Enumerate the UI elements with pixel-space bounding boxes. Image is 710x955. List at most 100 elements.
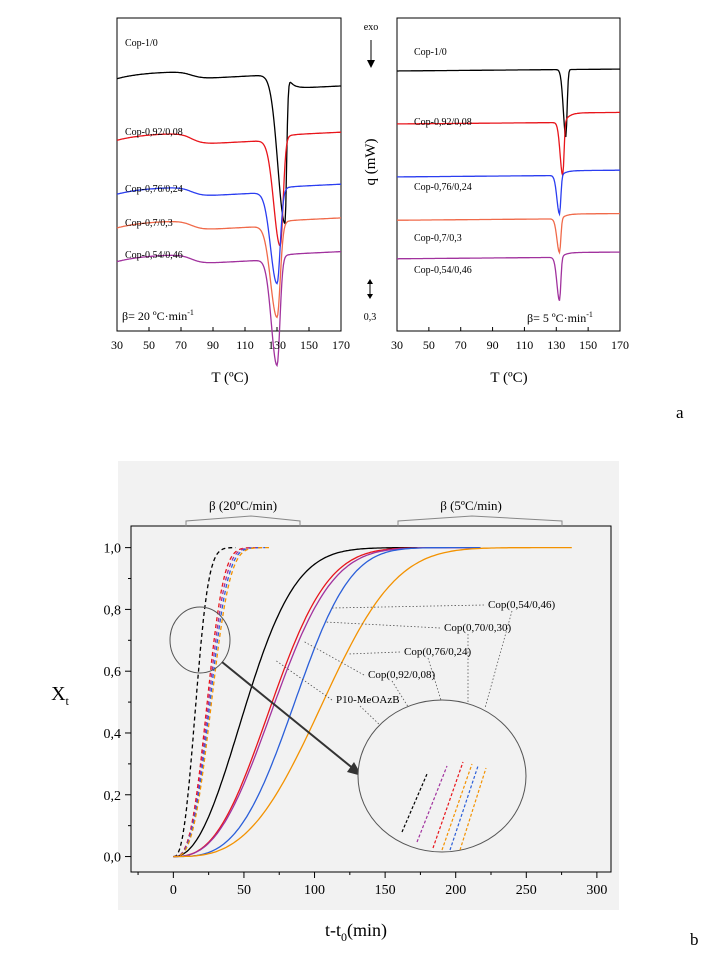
panel-a-center: exo q (mW) 0,3 [363, 22, 379, 323]
panel-a-right-annotation: β= 5 ºC·min-1 [527, 310, 593, 325]
exo-label: exo [364, 22, 378, 33]
annotation-leader [302, 640, 365, 676]
x-tick-label: 170 [611, 338, 629, 352]
y-tick-label: 0,0 [104, 851, 122, 866]
panel-b: 0 50 100 150 200 250 300 0,0 0,2 0,4 0,6 0,8 1,0 β (… [51, 461, 619, 944]
annotation-leader [331, 604, 485, 609]
y-tick-label: 0,6 [104, 665, 122, 680]
annotation-cop-0-54-0-46: Cop(0,54/0,46) [488, 599, 556, 611]
xt-curve-5c-cop-0-70-0-30 [173, 546, 481, 858]
dsc-curve-cop-0-76-0-24 [397, 169, 620, 217]
panel-b-frame [130, 525, 612, 873]
xt-curve-20c-p10-meoazb [173, 546, 236, 858]
annotation-leader [347, 651, 401, 655]
y-tick-label: 0,2 [104, 789, 122, 804]
group-brace-5c [397, 515, 563, 527]
scale-label: 0,3 [364, 312, 377, 323]
group-brace-20c [185, 515, 301, 527]
panel-b-ylabel: Xt [51, 683, 69, 708]
zoom-curve [432, 761, 464, 849]
panel-a-right-xlabel: T (ºC) [490, 370, 527, 386]
annotation-zoom-leader [427, 657, 461, 763]
dsc-curve-cop-1-0 [397, 68, 620, 138]
series-label-cop-0-7-0-3: Cop-0,7/0,3 [125, 218, 173, 229]
panel-b-background [118, 461, 619, 910]
series-label-cop-1-0: Cop-1/0 [414, 47, 447, 58]
xt-curve-5c-p10-meoazb [173, 546, 418, 858]
scale-arrow-down-icon [367, 294, 373, 299]
x-tick-label: 300 [586, 883, 607, 898]
x-tick-label: 90 [487, 338, 499, 352]
annotation-zoom-leader [484, 610, 513, 709]
x-tick-label: 100 [304, 883, 325, 898]
x-tick-label: 0 [170, 883, 177, 898]
x-tick-label: 30 [111, 338, 123, 352]
scale-arrow-up-icon [367, 279, 373, 284]
x-tick-label: 50 [423, 338, 435, 352]
series-label-cop-0-76-0-24: Cop-0,76/0,24 [414, 182, 472, 193]
x-tick-label: 150 [300, 338, 318, 352]
zoom-bubble [357, 699, 527, 853]
x-tick-label: 170 [332, 338, 350, 352]
x-tick-label: 150 [579, 338, 597, 352]
panel-a-left-annotation: β= 20 ºC·min-1 [122, 308, 194, 323]
group-label-5c: β (5ºC/min) [440, 498, 502, 513]
series-label-cop-0-92-0-08: Cop-0,92/0,08 [125, 127, 183, 138]
y-tick-label: 1,0 [104, 542, 122, 557]
dsc-curve-cop-0-92-0-08 [397, 111, 620, 176]
x-tick-label: 150 [375, 883, 396, 898]
panel-a-left: 30 50 70 90 110 130 150 170 Cop-1/0 Cop-0,92/0,0… [111, 17, 350, 386]
panel-a-ylabel: q (mW) [363, 138, 379, 185]
y-tick-label: 0,4 [104, 727, 122, 742]
x-tick-label: 30 [391, 338, 403, 352]
x-tick-label: 70 [455, 338, 467, 352]
zoom-curve [401, 773, 428, 833]
x-tick-label: 110 [516, 338, 534, 352]
x-tick-label: 130 [547, 338, 565, 352]
panel-a-right: 30 50 70 90 110 130 150 170 Cop-1/0 Cop-0,92/0,0… [391, 17, 629, 386]
dsc-curve-cop-0-7-0-3 [116, 217, 341, 319]
zoom-curve [416, 765, 448, 843]
x-tick-label: 110 [236, 338, 254, 352]
annotation-cop-0-92-0-08: Cop(0,92/0,08) [368, 669, 436, 681]
zoom-arrow [221, 661, 356, 771]
dsc-curve-cop-0-7-0-3 [397, 212, 620, 255]
panel-b-xlabel: t-t0(min) [325, 920, 387, 944]
x-tick-label: 250 [516, 883, 537, 898]
series-label-cop-0-54-0-46: Cop-0,54/0,46 [125, 250, 183, 261]
series-label-cop-1-0: Cop-1/0 [125, 38, 158, 49]
zoom-curve [459, 767, 487, 851]
series-label-cop-0-7-0-3: Cop-0,7/0,3 [414, 233, 462, 244]
series-label-cop-0-54-0-46: Cop-0,54/0,46 [414, 265, 472, 276]
series-label-cop-0-92-0-08: Cop-0,92/0,08 [414, 117, 472, 128]
exo-arrow-head-icon [367, 60, 375, 68]
xt-curve-5c-cop-0-54-0-46 [173, 546, 572, 858]
dsc-curve-cop-0-54-0-46 [116, 250, 341, 368]
annotation-leader [324, 621, 441, 629]
dsc-curve-cop-0-54-0-46 [397, 251, 620, 301]
annotation-cop-0-70-0-30: Cop(0,70/0,30) [444, 622, 512, 634]
panel-a-right-frame [396, 17, 621, 332]
panel-a-label: a [676, 403, 684, 422]
series-label-cop-0-76-0-24: Cop-0,76/0,24 [125, 184, 183, 195]
x-tick-label: 50 [237, 883, 251, 898]
x-tick-label: 50 [143, 338, 155, 352]
panel-a-left-xlabel: T (ºC) [211, 370, 248, 386]
dsc-curve-cop-1-0 [116, 71, 341, 226]
x-tick-label: 90 [207, 338, 219, 352]
panel-a-left-frame [116, 17, 342, 332]
y-tick-label: 0,8 [104, 603, 122, 618]
annotation-leader [274, 659, 333, 701]
zoom-curve [441, 763, 473, 851]
dsc-curve-cop-0-92-0-08 [116, 131, 341, 248]
x-tick-label: 130 [268, 338, 286, 352]
annotation-p10-meoazb: P10-MeOAzB [336, 694, 400, 706]
xt-curve-20c-cop-0-54-0-46 [173, 546, 270, 858]
group-label-20c: β (20ºC/min) [209, 498, 277, 513]
zoom-source-ellipse [169, 606, 231, 674]
dsc-curve-cop-0-76-0-24 [116, 183, 341, 285]
x-tick-label: 200 [445, 883, 466, 898]
x-tick-label: 70 [175, 338, 187, 352]
annotation-cop-0-76-0-24: Cop(0,76/0,24) [404, 646, 472, 658]
